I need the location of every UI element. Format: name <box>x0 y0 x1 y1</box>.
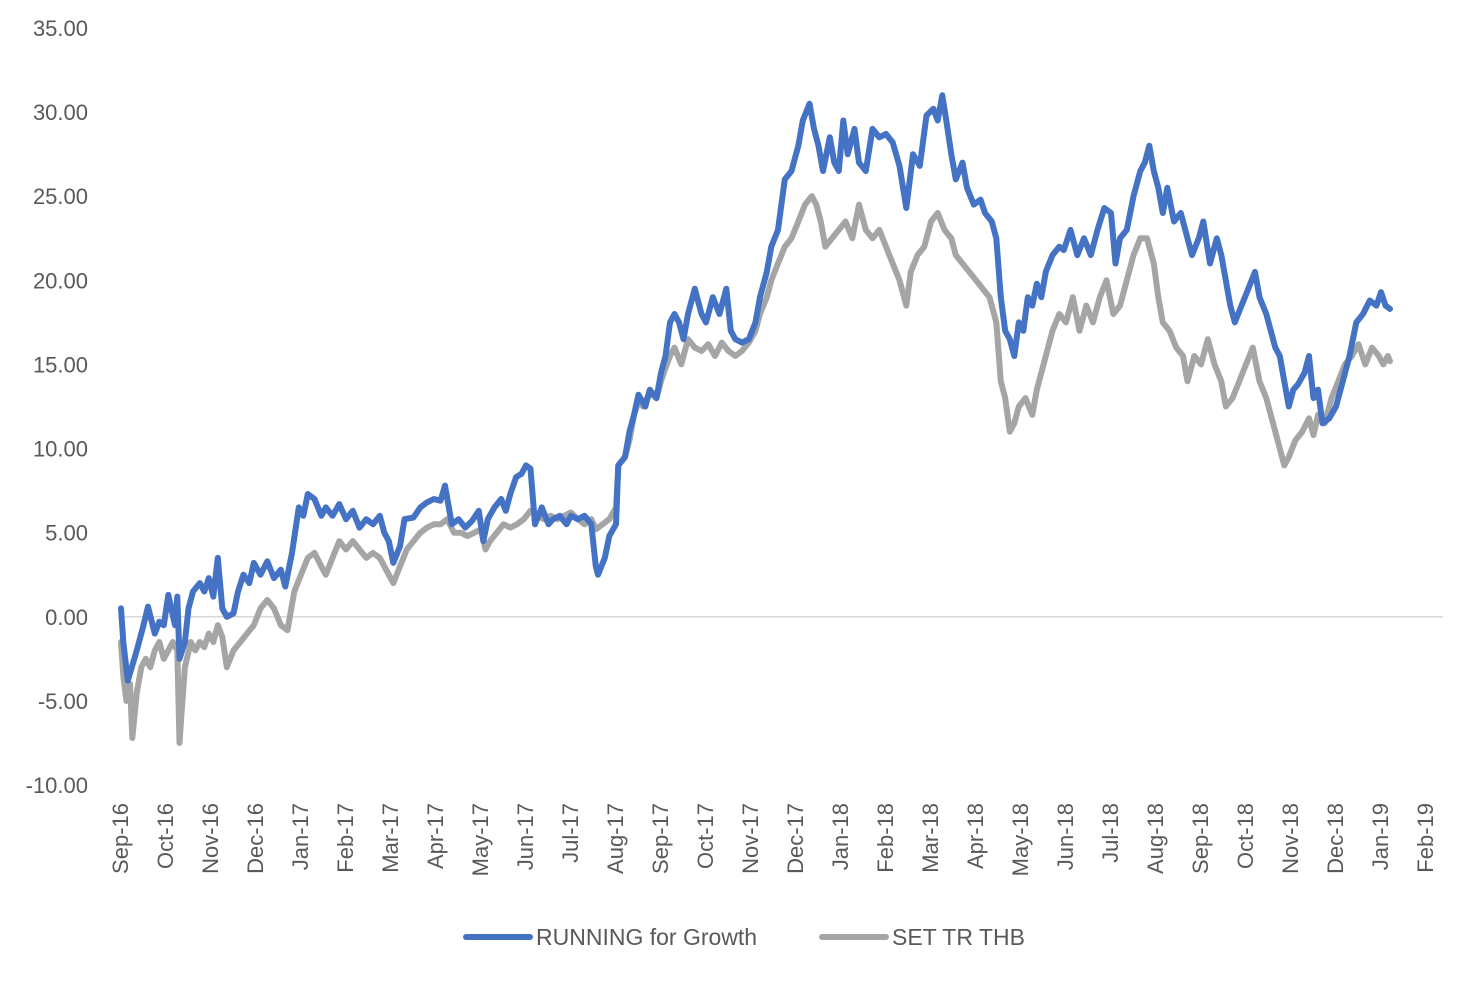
x-tick-label: Jan-19 <box>1368 803 1393 870</box>
x-tick-label: Dec-17 <box>783 803 808 874</box>
legend-label: SET TR THB <box>892 924 1025 950</box>
series-line-running-for-growth <box>118 92 1393 684</box>
x-tick-label: May-18 <box>1008 803 1033 876</box>
y-tick-label: -10.00 <box>26 773 88 798</box>
x-tick-label: Oct-18 <box>1233 803 1258 869</box>
x-tick-label: Dec-16 <box>243 803 268 874</box>
y-tick-label: 35.00 <box>33 16 88 41</box>
legend: RUNNING for Growth SET TR THB <box>463 924 1025 950</box>
y-axis: 35.00 30.00 25.00 20.00 15.00 10.00 5.00 0.00 -5… <box>26 16 88 798</box>
x-tick-label: Mar-17 <box>378 803 403 873</box>
x-tick-label: Jul-18 <box>1098 803 1123 863</box>
x-tick-label: Aug-18 <box>1143 803 1168 874</box>
x-tick-label: Oct-16 <box>153 803 178 869</box>
x-tick-label: Feb-19 <box>1413 803 1438 873</box>
series-line-set-tr-thb <box>118 193 1393 746</box>
x-tick-label: May-17 <box>468 803 493 876</box>
y-tick-label: 0.00 <box>45 605 88 630</box>
legend-label: RUNNING for Growth <box>536 924 757 950</box>
x-tick-label: Jan-18 <box>828 803 853 870</box>
x-tick-label: Nov-17 <box>738 803 763 874</box>
y-tick-label: 30.00 <box>33 100 88 125</box>
x-tick-label: Aug-17 <box>603 803 628 874</box>
x-tick-label: Feb-17 <box>333 803 358 873</box>
y-tick-label: 10.00 <box>33 437 88 462</box>
y-tick-label: -5.00 <box>38 689 88 714</box>
x-tick-label: Jun-17 <box>513 803 538 870</box>
x-tick-label: Jan-17 <box>288 803 313 870</box>
x-tick-label: Jul-17 <box>558 803 583 863</box>
x-tick-label: Oct-17 <box>693 803 718 869</box>
y-tick-label: 15.00 <box>33 352 88 377</box>
y-tick-label: 20.00 <box>33 268 88 293</box>
x-axis: Sep-16 Oct-16 Nov-16 Dec-16 Jan-17 Feb-17 Mar-… <box>108 803 1438 876</box>
x-tick-label: Nov-18 <box>1278 803 1303 874</box>
x-tick-label: Sep-18 <box>1188 803 1213 874</box>
series-lines <box>118 92 1393 746</box>
x-tick-label: Nov-16 <box>198 803 223 874</box>
x-tick-label: Sep-17 <box>648 803 673 874</box>
y-tick-label: 25.00 <box>33 184 88 209</box>
y-tick-label: 5.00 <box>45 521 88 546</box>
x-tick-label: Apr-17 <box>423 803 448 869</box>
x-tick-label: Sep-16 <box>108 803 133 874</box>
x-tick-label: Dec-18 <box>1323 803 1348 874</box>
x-tick-label: Jun-18 <box>1053 803 1078 870</box>
x-tick-label: Mar-18 <box>918 803 943 873</box>
x-tick-label: Apr-18 <box>963 803 988 869</box>
x-tick-label: Feb-18 <box>873 803 898 873</box>
